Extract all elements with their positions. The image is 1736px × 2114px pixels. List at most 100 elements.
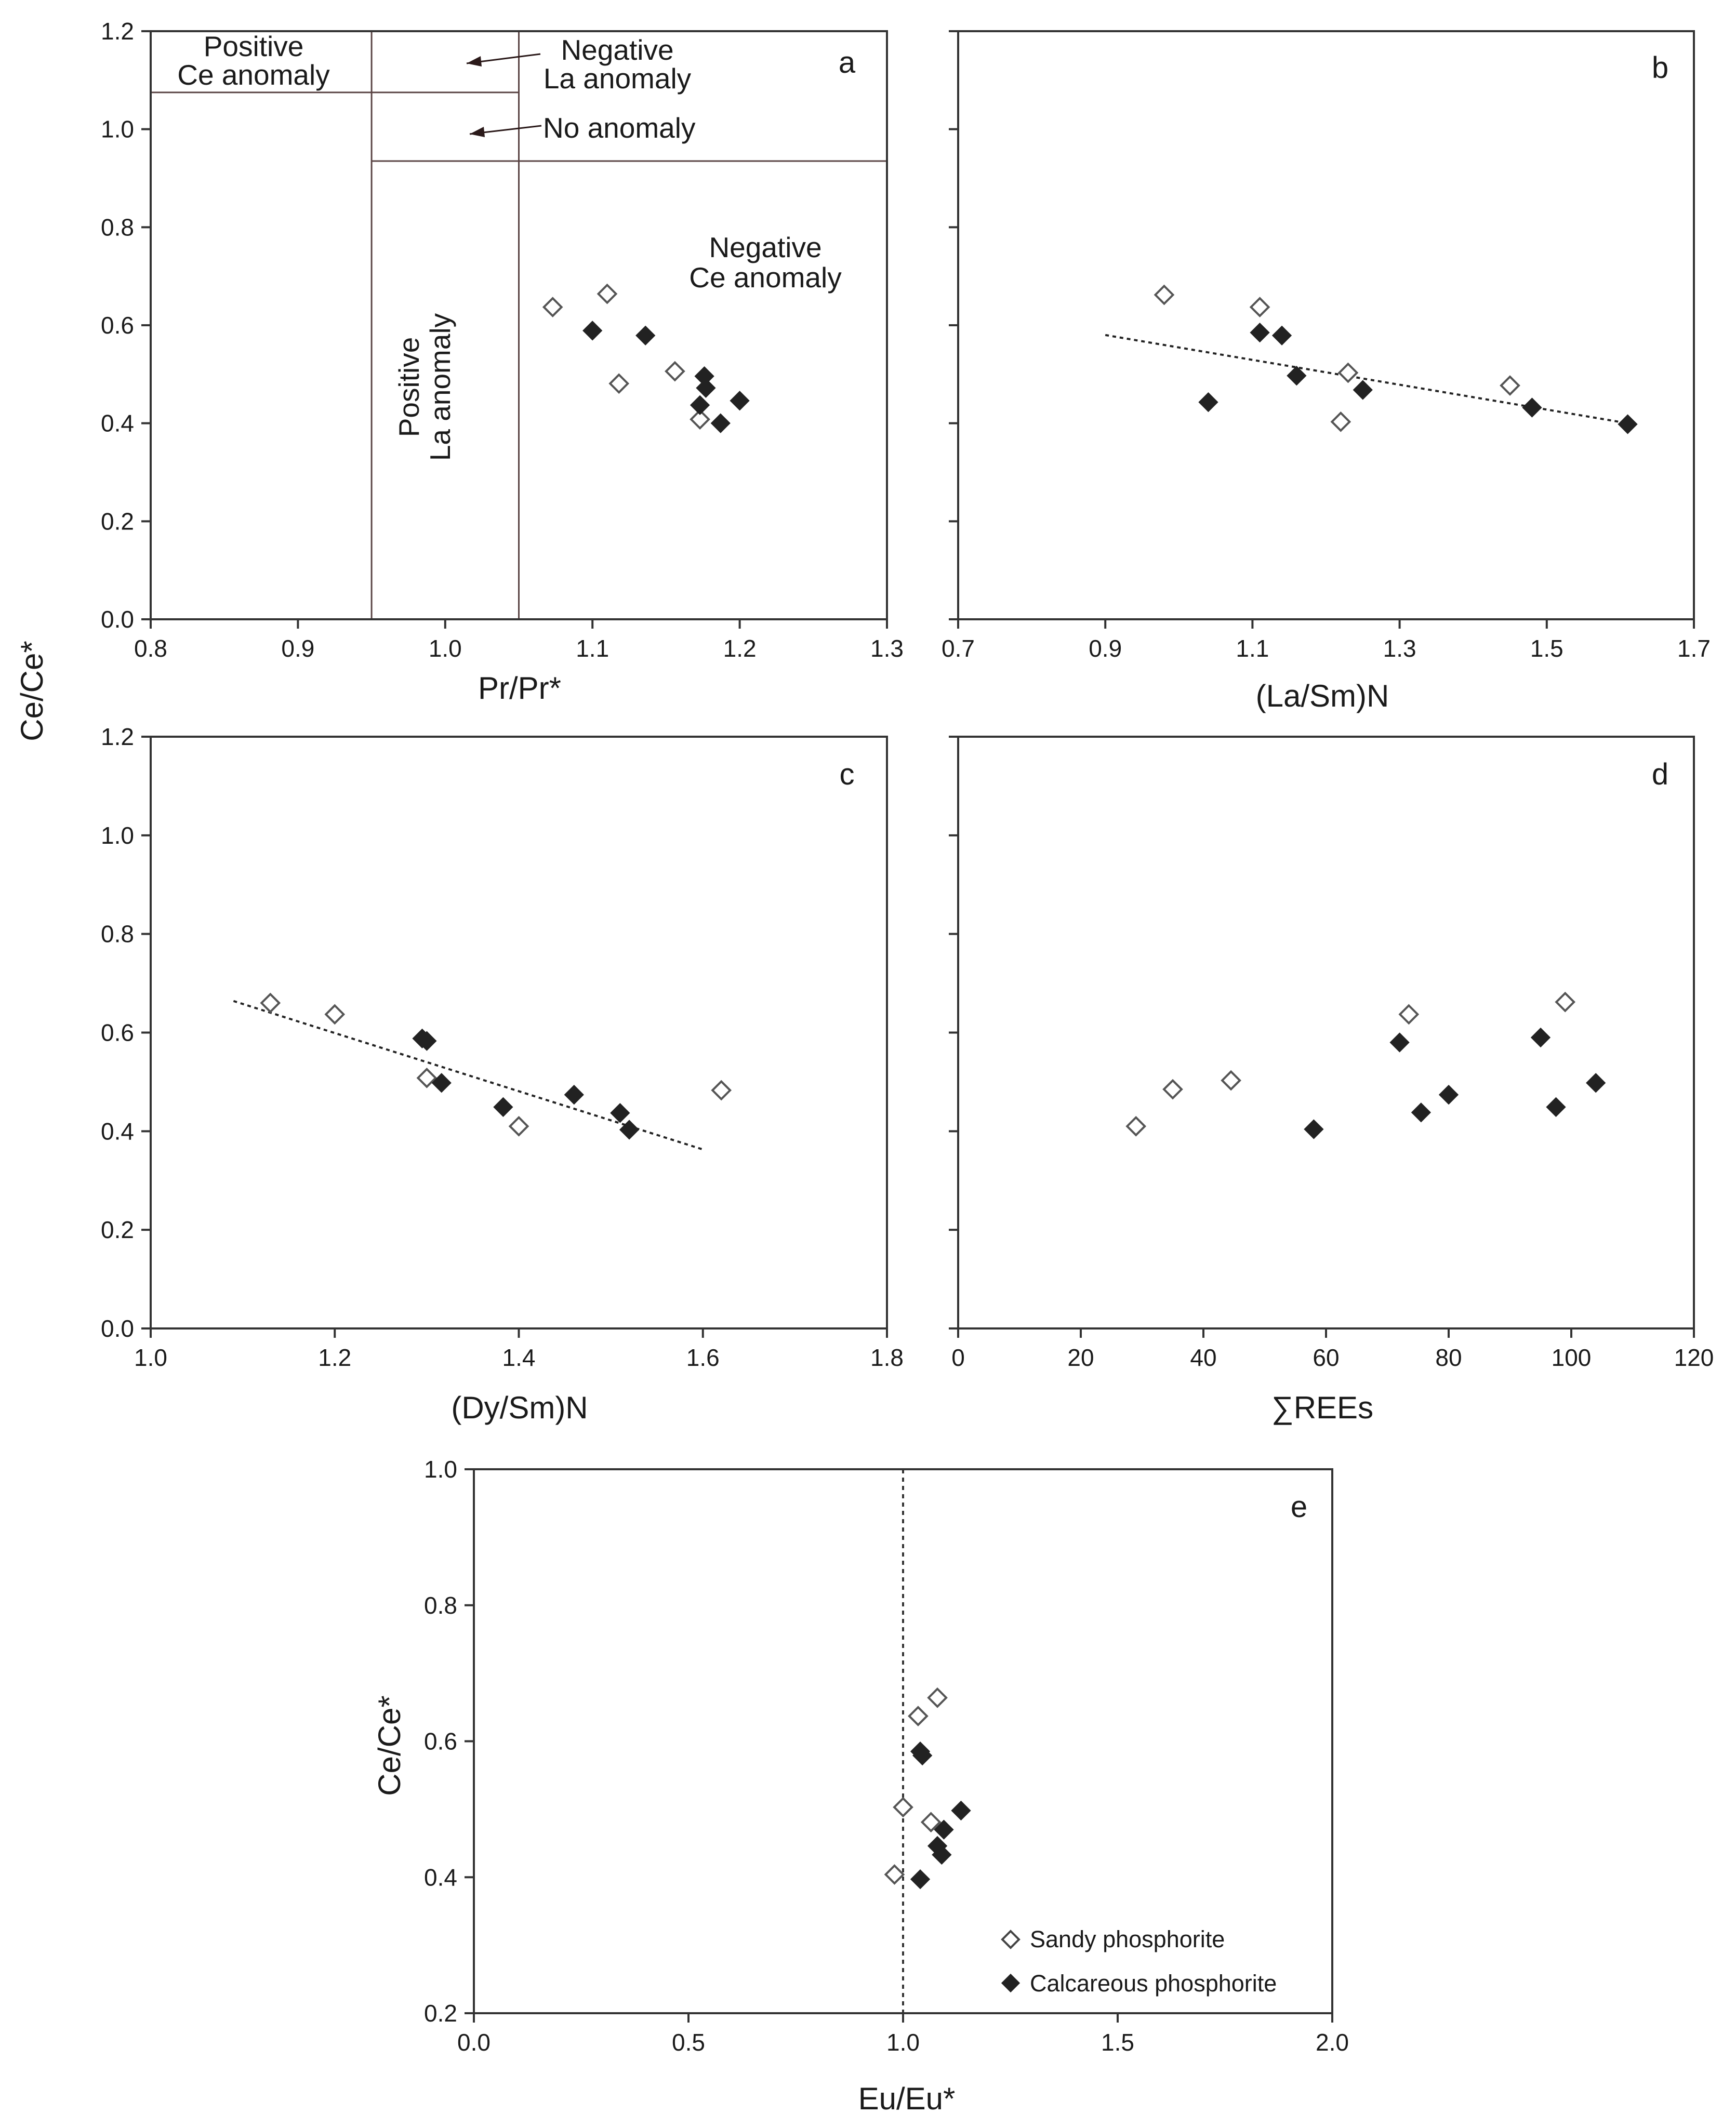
calcareous-phosphorite-point xyxy=(1522,397,1542,418)
legend: Sandy phosphorite Calcareous phosphorite xyxy=(1001,1926,1277,1997)
calcareous-phosphorite-point xyxy=(1304,1119,1324,1139)
x-tick-label: 1.5 xyxy=(1530,635,1563,662)
x-tick-label: 1.1 xyxy=(1236,635,1269,662)
calcareous-phosphorite-point xyxy=(912,1745,933,1766)
legend-sandy-marker xyxy=(1001,1930,1021,1949)
legend-calcareous-marker xyxy=(1001,1973,1021,1993)
y-tick-label: 0.4 xyxy=(101,1118,134,1145)
panel-a-regions: Positive Ce anomaly Negative La anomaly … xyxy=(151,30,887,619)
x-tick-label: 80 xyxy=(1435,1344,1462,1371)
region-label-negative-ce-1: Negative xyxy=(709,231,821,263)
calcareous-phosphorite-point xyxy=(1546,1097,1566,1117)
panel-d-plot: 0 20 40 60 80 100 120 xyxy=(949,736,1714,1371)
x-tick-label: 1.2 xyxy=(318,1344,351,1371)
arrow-head-negative-la xyxy=(467,56,482,67)
calcareous-phosphorite-point xyxy=(1250,323,1270,343)
sandy-phosphorite-point xyxy=(608,373,630,394)
sandy-phosphorite-point xyxy=(542,297,563,317)
region-label-positive-la-1: Positive xyxy=(393,337,425,437)
sandy-phosphorite-point xyxy=(1500,375,1520,396)
y-tick-label: 0.4 xyxy=(424,1864,457,1891)
x-tick-label: 0 xyxy=(951,1344,965,1371)
region-label-positive-la-group: Positive La anomaly xyxy=(393,313,456,461)
calcareous-phosphorite-point xyxy=(690,395,710,415)
y-tick-label: 0.4 xyxy=(101,410,134,437)
x-tick-label: 0.9 xyxy=(1089,635,1122,662)
calcareous-phosphorite-point xyxy=(1353,380,1373,400)
region-label-negative-ce-2: Ce anomaly xyxy=(689,261,842,294)
y-tick-label: 0.6 xyxy=(101,312,134,339)
sandy-phosphorite-point xyxy=(1398,1004,1420,1025)
panel-e-letter: e xyxy=(1291,1490,1307,1524)
sandy-phosphorite-point xyxy=(324,1004,346,1025)
calcareous-phosphorite-point xyxy=(1389,1032,1410,1053)
x-tick-label: 1.0 xyxy=(134,1344,167,1371)
panel-b-letter: b xyxy=(1652,51,1668,85)
x-tick-label: 20 xyxy=(1067,1344,1094,1371)
panel-d-letter: d xyxy=(1652,757,1668,791)
y-tick-label: 0.8 xyxy=(101,214,134,241)
x-tick-label: 1.8 xyxy=(870,1344,904,1371)
sandy-phosphorite-point xyxy=(508,1116,529,1137)
y-tick-label: 0.0 xyxy=(101,606,134,633)
calcareous-phosphorite-point xyxy=(431,1073,452,1093)
calcareous-phosphorite-point xyxy=(932,1844,952,1865)
x-tick-label: 1.7 xyxy=(1677,635,1711,662)
panel-e-y-axis-label: Ce/Ce* xyxy=(372,1695,407,1796)
panel-c: 1.0 1.2 1.4 1.6 1.8 0.0 0.2 0.4 0.6 0.8 1.0 1.2 c (… xyxy=(101,723,904,1425)
calcareous-phosphorite-point xyxy=(710,413,731,433)
sandy-phosphorite-point xyxy=(1337,362,1359,383)
calcareous-phosphorite-point xyxy=(951,1800,971,1821)
sandy-phosphorite-point xyxy=(690,409,710,430)
x-tick-label: 1.6 xyxy=(686,1344,720,1371)
calcareous-phosphorite-point xyxy=(417,1031,437,1051)
panel-a-x-axis-label: Pr/Pr* xyxy=(478,671,561,706)
legend-sandy-label: Sandy phosphorite xyxy=(1030,1926,1225,1952)
sandy-phosphorite-point xyxy=(260,992,281,1014)
panel-b-frame xyxy=(957,30,1695,620)
x-tick-label: 0.0 xyxy=(457,2029,491,2056)
sandy-phosphorite-point xyxy=(1249,297,1270,317)
panel-b-x-axis-label: (La/Sm)N xyxy=(1256,679,1389,713)
y-tick-label: 0.6 xyxy=(424,1728,457,1755)
y-tick-label: 0.2 xyxy=(101,508,134,535)
panel-d-frame xyxy=(957,736,1695,1329)
x-tick-label: 0.7 xyxy=(942,635,975,662)
x-tick-label: 1.1 xyxy=(576,635,609,662)
panel-c-x-axis-label: (Dy/Sm)N xyxy=(451,1390,588,1425)
legend-calcareous-label: Calcareous phosphorite xyxy=(1030,1970,1277,1997)
sandy-phosphorite-point xyxy=(920,1812,942,1833)
sandy-phosphorite-point xyxy=(927,1687,948,1708)
trend-line xyxy=(1105,334,1628,424)
calcareous-phosphorite-point xyxy=(1411,1102,1432,1123)
region-label-positive-ce-2: Ce anomaly xyxy=(177,59,330,91)
sandy-phosphorite-point xyxy=(1555,991,1576,1013)
panel-a: Positive Ce anomaly Negative La anomaly … xyxy=(101,18,904,706)
panel-c-frame xyxy=(150,736,888,1329)
sandy-phosphorite-point xyxy=(711,1080,732,1101)
sandy-phosphorite-point xyxy=(1221,1070,1241,1091)
sandy-phosphorite-point xyxy=(597,283,618,304)
x-tick-label: 1.4 xyxy=(502,1344,536,1371)
calcareous-phosphorite-point xyxy=(696,378,716,398)
sandy-phosphorite-point xyxy=(665,361,685,382)
y-tick-label: 1.0 xyxy=(101,822,134,849)
panel-c-plot: 1.0 1.2 1.4 1.6 1.8 0.0 0.2 0.4 0.6 0.8 1.0 1.2 xyxy=(101,723,904,1371)
x-tick-label: 1.0 xyxy=(886,2029,920,2056)
x-tick-label: 1.5 xyxy=(1101,2029,1134,2056)
x-tick-label: 60 xyxy=(1313,1344,1339,1371)
sandy-phosphorite-point xyxy=(893,1797,913,1818)
panel-e: 0.0 0.5 1.0 1.5 2.00.20.40.60.81.0 e Eu/Eu* … xyxy=(372,1456,1349,2114)
y-tick-label: 0.8 xyxy=(101,921,134,948)
x-tick-label: 1.0 xyxy=(429,635,462,662)
calcareous-phosphorite-point xyxy=(1618,414,1638,434)
calcareous-phosphorite-point xyxy=(1438,1084,1459,1105)
x-tick-label: 120 xyxy=(1674,1344,1714,1371)
shared-y-axis-label: Ce/Ce* xyxy=(15,641,49,741)
panel-c-letter: c xyxy=(840,757,855,791)
calcareous-phosphorite-point xyxy=(1530,1027,1551,1048)
sandy-phosphorite-point xyxy=(1330,411,1351,432)
panel-e-x-axis-label: Eu/Eu* xyxy=(858,2081,956,2114)
calcareous-phosphorite-point xyxy=(1198,392,1218,413)
x-tick-label: 100 xyxy=(1552,1344,1592,1371)
